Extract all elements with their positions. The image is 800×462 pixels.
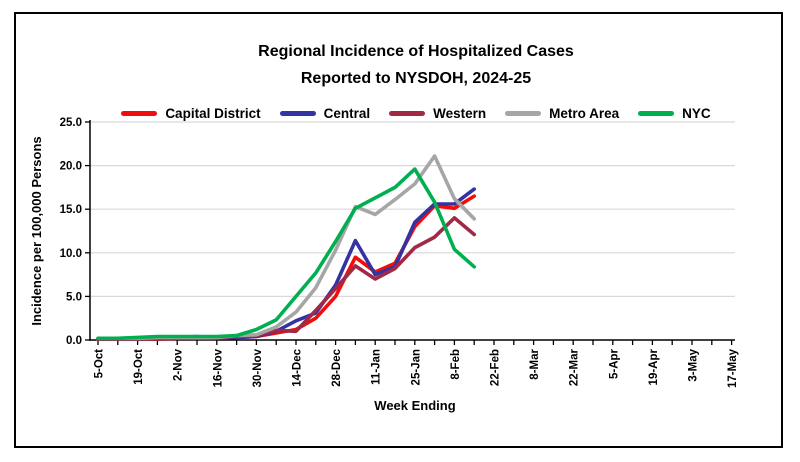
y-tick-label: 20.0 bbox=[60, 161, 82, 173]
legend-label: Western bbox=[433, 106, 487, 121]
series-line-nyc bbox=[96, 167, 476, 341]
series-line-central bbox=[96, 187, 476, 341]
x-tick-label: 19-Oct bbox=[133, 349, 145, 385]
legend-item-central: Central bbox=[279, 106, 371, 121]
x-tick-label: 11-Jan bbox=[371, 349, 383, 385]
legend-line-swatch bbox=[389, 111, 426, 116]
chart-title-line1: Regional Incidence of Hospitalized Cases bbox=[258, 43, 574, 60]
x-tick-label: 25-Jan bbox=[410, 349, 422, 385]
y-axis-title: Incidence per 100,000 Persons bbox=[29, 136, 44, 326]
x-tick-label: 19-Apr bbox=[648, 348, 660, 385]
x-tick-label: 3-May bbox=[688, 348, 700, 381]
chart-legend: Capital District Central Western Metro A… bbox=[16, 106, 800, 121]
x-tick-label: 5-Apr bbox=[608, 348, 620, 379]
legend-label: Capital District bbox=[165, 106, 261, 121]
x-tick-label: 8-Mar bbox=[529, 348, 541, 379]
x-tick-label: 5-Oct bbox=[94, 349, 106, 379]
x-tick-label: 22-Feb bbox=[490, 349, 502, 386]
legend-item-nyc: NYC bbox=[638, 106, 711, 121]
chart-title-line2: Reported to NYSDOH, 2024-25 bbox=[300, 70, 532, 87]
x-tick-label: 28-Dec bbox=[331, 348, 343, 386]
legend-item-capital-district: Capital District bbox=[121, 106, 261, 121]
y-tick-label: 5.0 bbox=[66, 291, 82, 303]
figure-border: Regional Incidence of Hospitalized Cases… bbox=[14, 12, 783, 448]
legend-item-metro-area: Metro Area bbox=[505, 106, 619, 121]
legend-label: NYC bbox=[682, 106, 711, 121]
x-axis-title: Week Ending bbox=[374, 398, 456, 413]
legend-item-western: Western bbox=[389, 106, 486, 121]
legend-label: Central bbox=[323, 106, 371, 121]
x-tick-label: 8-Feb bbox=[450, 349, 462, 380]
x-tick-label: 17-May bbox=[727, 348, 739, 388]
y-tick-label: 10.0 bbox=[60, 248, 82, 260]
x-tick-label: 14-Dec bbox=[292, 348, 304, 386]
legend-line-swatch bbox=[121, 111, 158, 116]
legend-line-swatch bbox=[279, 111, 316, 116]
x-tick-label: 2-Nov bbox=[173, 348, 185, 381]
legend-line-swatch bbox=[505, 111, 542, 116]
x-tick-label: 16-Nov bbox=[212, 348, 224, 387]
legend-label: Metro Area bbox=[549, 106, 620, 121]
y-tick-label: 25.0 bbox=[60, 117, 82, 129]
y-tick-label: 0.0 bbox=[66, 335, 82, 347]
chart-title: Regional Incidence of Hospitalized Cases… bbox=[16, 38, 800, 92]
y-tick-label: 15.0 bbox=[60, 204, 82, 216]
x-tick-label: 30-Nov bbox=[252, 348, 264, 387]
x-tick-label: 22-Mar bbox=[569, 348, 581, 386]
legend-line-swatch bbox=[638, 111, 675, 116]
